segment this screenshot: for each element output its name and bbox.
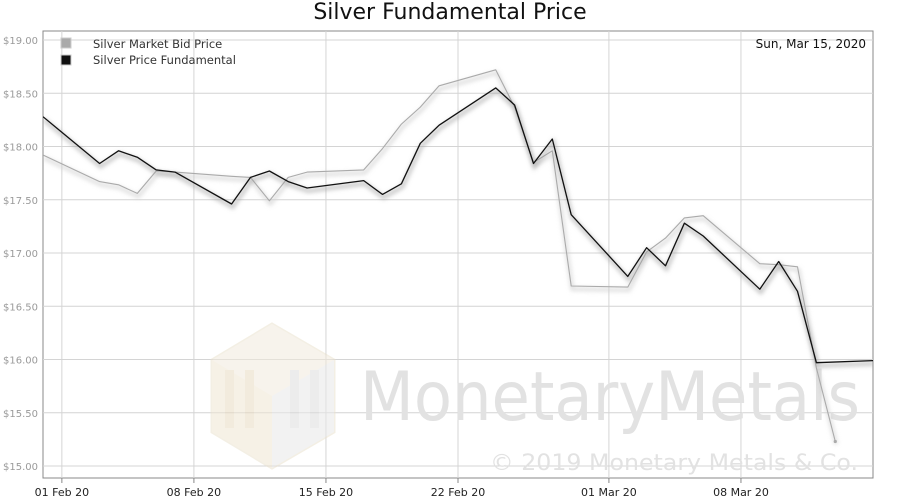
legend-label-bid: Silver Market Bid Price [93,37,222,51]
x-axis-ticks: 01 Feb 20 08 Feb 20 15 Feb 20 22 Feb 20 01 M… [35,486,769,499]
x-tick-label: 15 Feb 20 [299,486,353,499]
series-line-fundamental [43,87,873,364]
grid [43,31,873,483]
y-tick-label: $16.50 [3,302,38,313]
y-tick-label: $18.00 [3,143,38,154]
x-tick-label: 01 Mar 20 [581,486,637,499]
series-end-point [833,439,837,444]
x-tick-label: 22 Feb 20 [431,486,485,499]
x-tick-label: 08 Feb 20 [167,486,221,499]
chart-title: Silver Fundamental Price [313,0,586,25]
legend-swatch-fundamental [60,54,72,66]
legend-swatch-bid [60,37,72,49]
y-tick-label: $18.50 [3,89,38,100]
y-tick-label: $15.00 [3,462,38,473]
watermark: MonetaryMetals © 2019 Monetary Metals & … [210,322,860,476]
x-tick-label: 08 Mar 20 [713,486,769,499]
watermark-brand: MonetaryMetals [360,358,860,437]
x-tick-label: 01 Feb 20 [35,486,89,499]
y-tick-label: $17.00 [3,249,38,260]
monetary-metals-logo [210,322,336,470]
y-tick-label: $19.00 [3,36,38,47]
series-shadow [43,88,873,368]
legend: Silver Market Bid Price Silver Price Fun… [60,37,236,67]
y-tick-label: $16.00 [3,356,38,367]
y-tick-label: $15.50 [3,409,38,420]
y-axis-ticks: $15.00 $15.50 $16.00 $16.50 $17.00 $17.50 $18.… [3,36,38,473]
y-tick-label: $17.50 [3,196,38,207]
watermark-copyright: © 2019 Monetary Metals & Co. [490,451,858,476]
date-label: Sun, Mar 15, 2020 [756,37,866,51]
legend-label-fundamental: Silver Price Fundamental [93,53,236,67]
series-layer [43,69,873,445]
